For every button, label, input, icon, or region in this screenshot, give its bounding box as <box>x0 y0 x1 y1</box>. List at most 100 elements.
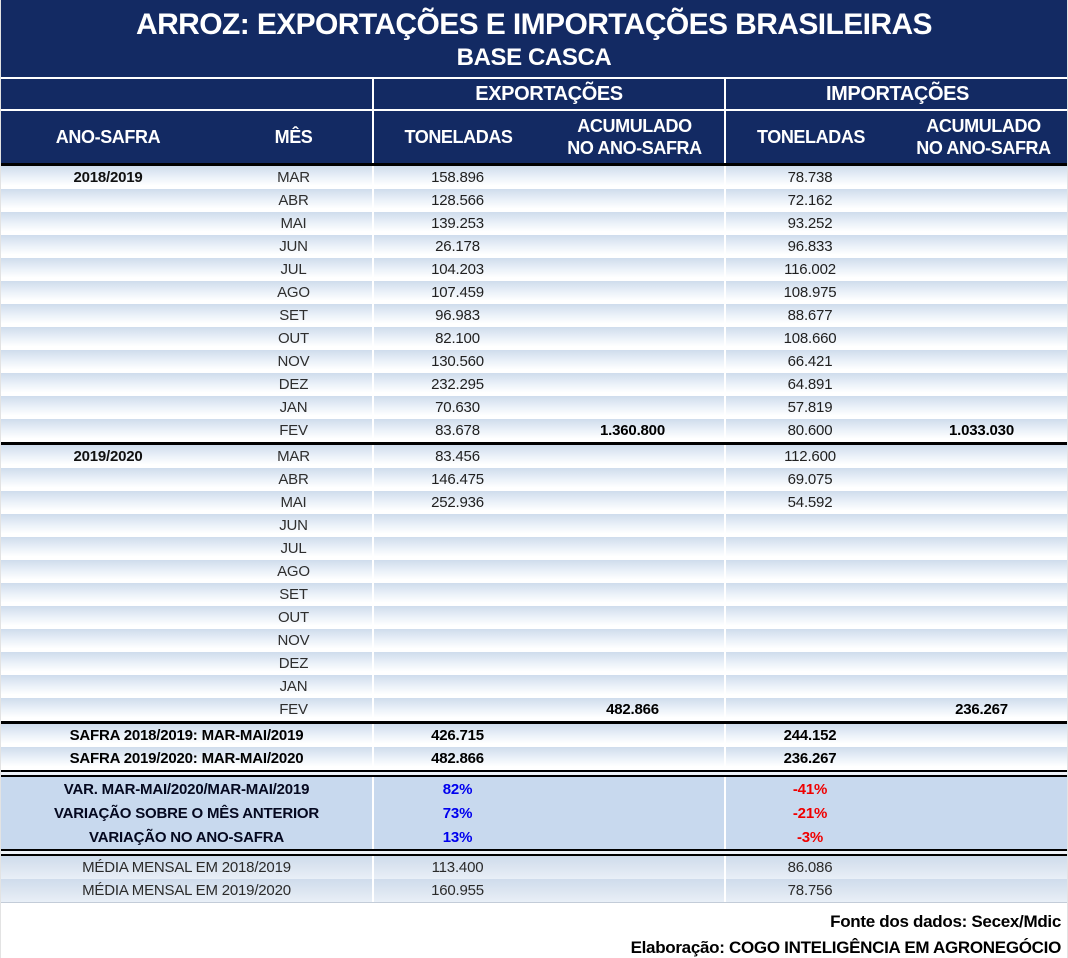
mes-cell: NOV <box>277 353 310 370</box>
group-exports-header: EXPORTAÇÕES <box>372 79 724 109</box>
imp-acumulado-cell <box>894 396 1067 419</box>
imp-toneladas-cell: 78.738 <box>724 166 894 189</box>
exp-toneladas-cell: 130.560 <box>372 350 541 373</box>
table-bottom-edge <box>1 902 1067 903</box>
exp-acumulado-cell <box>541 281 724 304</box>
ano-safra-cell <box>1 235 215 258</box>
imp-acumulado-cell <box>894 166 1067 189</box>
footer: Fonte dos dados: Secex/Mdic Elaboração: … <box>1 903 1067 958</box>
ano-safra-cell <box>1 583 215 606</box>
exp-toneladas-cell: 139.253 <box>372 212 541 235</box>
mes-cell: DEZ <box>278 655 309 672</box>
exp-acumulado-cell <box>541 879 724 902</box>
exp-acumulado-cell <box>541 373 724 396</box>
table-row: JAN <box>1 675 1067 698</box>
table-row: DEZ <box>1 652 1067 675</box>
table-row: SAFRA 2019/2020: MAR-MAI/2020 482.866 236.… <box>1 747 1067 770</box>
imp-acumulado-cell <box>894 675 1067 698</box>
imp-acumulado-cell <box>894 445 1067 468</box>
imp-acumulado-cell <box>894 281 1067 304</box>
col-header-exp-acumulado-line2: NO ANO-SAFRA <box>567 138 702 158</box>
exp-acumulado-cell <box>541 304 724 327</box>
table-row: 2019/2020 MAR 83.456 112.600 <box>1 445 1067 468</box>
imp-acumulado-cell <box>894 629 1067 652</box>
imp-toneladas-cell <box>724 583 894 606</box>
ano-safra-cell <box>1 560 215 583</box>
imp-acumulado-cell <box>894 212 1067 235</box>
exp-toneladas-cell <box>372 652 541 675</box>
imp-toneladas-cell <box>724 606 894 629</box>
imp-toneladas-cell: 64.891 <box>724 373 894 396</box>
exp-value-cell: 160.955 <box>372 879 541 902</box>
ano-safra-cell <box>1 350 215 373</box>
ano-safra-cell: 2019/2020 <box>73 448 143 465</box>
season-2019-2020-rows: 2019/2020 MAR 83.456 112.600 ABR 146.475 69.07… <box>1 445 1067 721</box>
exp-acumulado-cell <box>541 777 724 801</box>
exp-acumulado-cell <box>541 747 724 770</box>
exp-acumulado-cell: 1.360.800 <box>600 422 665 439</box>
group-imports-header: IMPORTAÇÕES <box>724 79 1067 109</box>
exp-toneladas-cell <box>372 583 541 606</box>
imp-toneladas-cell: 72.162 <box>724 189 894 212</box>
ano-safra-cell <box>1 281 215 304</box>
imp-toneladas-cell: 66.421 <box>724 350 894 373</box>
table-row: MAI 252.936 54.592 <box>1 491 1067 514</box>
season-2018-2019-rows: 2018/2019 MAR 158.896 78.738 ABR 128.566 72.16… <box>1 166 1067 442</box>
mes-cell: AGO <box>277 563 310 580</box>
table-row: JUL <box>1 537 1067 560</box>
mes-cell: OUT <box>277 330 310 347</box>
mes-cell: NOV <box>277 632 310 649</box>
ano-safra-cell <box>1 468 215 491</box>
imp-toneladas-cell: 80.600 <box>724 419 894 442</box>
exp-acumulado-cell <box>541 856 724 879</box>
ano-safra-cell <box>1 629 215 652</box>
imp-toneladas-cell: 54.592 <box>724 491 894 514</box>
imp-toneladas-cell <box>724 675 894 698</box>
imp-acumulado-cell <box>894 514 1067 537</box>
ano-safra-cell <box>1 327 215 350</box>
exp-acumulado-cell <box>541 258 724 281</box>
ano-safra-cell <box>1 304 215 327</box>
exp-toneladas-cell <box>372 560 541 583</box>
table-row: SET <box>1 583 1067 606</box>
ano-safra-cell <box>1 396 215 419</box>
imp-acumulado-cell: 1.033.030 <box>949 422 1014 439</box>
variation-top-border <box>1 770 1067 777</box>
ano-safra-cell <box>1 514 215 537</box>
table-row: MAI 139.253 93.252 <box>1 212 1067 235</box>
imp-acumulado-cell <box>894 856 1067 879</box>
imp-toneladas-cell: 96.833 <box>724 235 894 258</box>
exports-column-headers: TONELADAS ACUMULADO NO ANO-SAFRA <box>372 111 724 163</box>
mes-cell: JAN <box>279 399 308 416</box>
mes-cell: JUL <box>280 261 307 278</box>
exp-acumulado-cell <box>541 514 724 537</box>
page-title: ARROZ: EXPORTAÇÕES E IMPORTAÇÕES BRASILE… <box>136 8 932 41</box>
exp-acumulado-cell <box>541 445 724 468</box>
exp-toneladas-cell: 96.983 <box>372 304 541 327</box>
imp-acumulado-cell <box>894 350 1067 373</box>
imp-toneladas-cell <box>724 652 894 675</box>
ano-safra-cell: 2018/2019 <box>73 169 143 186</box>
imp-acumulado-cell <box>894 747 1067 770</box>
exp-toneladas-cell <box>372 606 541 629</box>
exp-acumulado-cell <box>541 652 724 675</box>
imp-value-cell: 236.267 <box>724 747 894 770</box>
col-header-imp-acumulado-line2: NO ANO-SAFRA <box>916 138 1051 158</box>
table-row: OUT <box>1 606 1067 629</box>
imp-acumulado-cell <box>894 373 1067 396</box>
footer-elaboration: Elaboração: COGO INTELIGÊNCIA EM AGRONEG… <box>630 938 1062 957</box>
table-row: DEZ 232.295 64.891 <box>1 373 1067 396</box>
exp-toneladas-cell: 83.456 <box>372 445 541 468</box>
exp-acumulado-cell <box>541 189 724 212</box>
table-row: JUL 104.203 116.002 <box>1 258 1067 281</box>
imp-acumulado-cell <box>894 879 1067 902</box>
exp-toneladas-cell: 107.459 <box>372 281 541 304</box>
row-label: VARIAÇÃO SOBRE O MÊS ANTERIOR <box>53 804 320 822</box>
col-header-imp-acumulado-line1: ACUMULADO <box>926 116 1041 136</box>
row-label: SAFRA 2019/2020: MAR-MAI/2020 <box>69 750 304 767</box>
imp-toneladas-cell: 88.677 <box>724 304 894 327</box>
table-row: SAFRA 2018/2019: MAR-MAI/2019 426.715 244.… <box>1 724 1067 747</box>
table-row: FEV 482.866 236.267 <box>1 698 1067 721</box>
mes-cell: JUL <box>280 540 307 557</box>
